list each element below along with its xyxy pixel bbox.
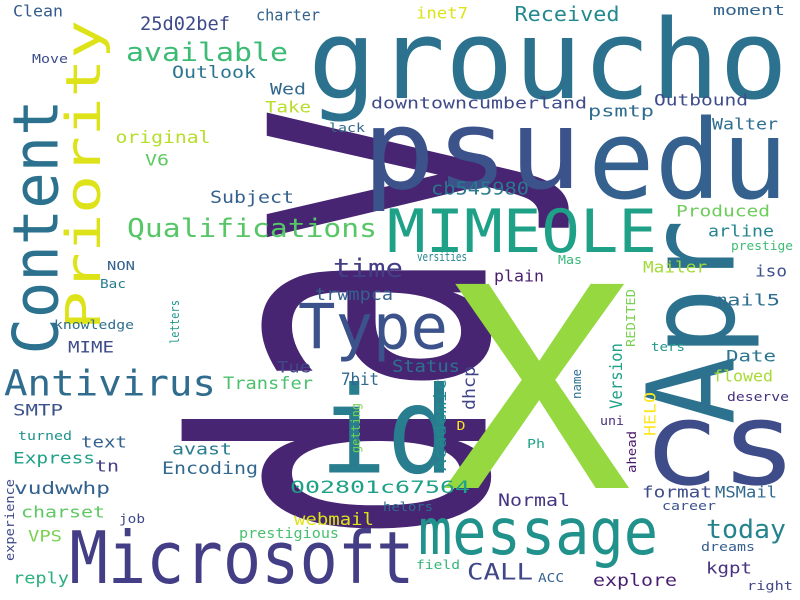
word-smtp: SMTP (13, 401, 63, 420)
word-walter: Walter (712, 115, 778, 134)
word-wed: Wed (270, 80, 306, 99)
word-msmail: MSMail (715, 483, 777, 502)
word-mas: Mas (558, 253, 582, 267)
word-vudwwhp: vudwwhp (14, 479, 110, 499)
word-charset: charset (21, 503, 105, 522)
word-received: Received (515, 2, 620, 26)
word-clean: Clean (13, 2, 63, 21)
word-field: field (416, 558, 460, 572)
word-vps: VPS (28, 527, 62, 546)
word-explore: explore (593, 571, 677, 591)
word-ahead: ahead (625, 431, 639, 473)
word-antivirus: Antivirus (4, 364, 216, 405)
word-call: CALL (467, 561, 533, 586)
word-downtowncumberland: downtowncumberland (371, 94, 587, 113)
word-inet7: inet7 (416, 4, 468, 23)
word-trwmpca: trwmpca (315, 285, 393, 305)
word-uni: uni (600, 414, 624, 428)
word-v6: V6 (145, 151, 169, 170)
word-ph: Ph (527, 437, 545, 451)
word-psmtp: psmtp (588, 102, 654, 121)
word-prestige: prestige (731, 239, 793, 253)
word-redited: REDITED (624, 289, 638, 347)
word-time: time (333, 254, 403, 284)
word-qualifications: Qualifications (127, 214, 377, 244)
word-bac: Bac (100, 277, 126, 291)
word-mailer: Mailer (643, 258, 707, 277)
word-date: Date (726, 347, 776, 366)
word-outlook: Outlook (172, 63, 256, 83)
word-versities: versities (417, 250, 467, 264)
word-status: Status (392, 357, 460, 377)
word-dreams: dreams (701, 540, 755, 554)
word-deserve: deserve (727, 390, 789, 404)
word-transfer: Transfer (223, 374, 313, 394)
word-career: career (662, 499, 716, 513)
word-lack: lack (329, 121, 366, 135)
word-right: right (747, 579, 793, 593)
word-getting: getting (349, 403, 363, 453)
word-25d02bef: 25d02bef (140, 13, 230, 35)
word-encoding: Encoding (162, 459, 258, 479)
word-dhcp: dhcp (460, 366, 480, 410)
word-helo: HELO (641, 392, 660, 436)
word-mime: MIME (68, 338, 114, 357)
word-reply: reply (13, 569, 69, 588)
word-d: D (457, 419, 466, 433)
word-ters: ters (651, 340, 685, 354)
word-normal: Normal (498, 491, 570, 511)
word-name: name (570, 369, 584, 399)
word-cb545980: cb545980 (431, 179, 529, 200)
word-non: NON (107, 259, 135, 273)
word-avast: avast (172, 440, 232, 459)
word-take: Take (265, 98, 311, 117)
word-helors: helors (383, 500, 433, 514)
word-version: Version (607, 343, 627, 409)
word-moment: moment (713, 3, 785, 19)
word-express: Express (13, 449, 95, 468)
word-kgpt: kgpt (706, 559, 752, 578)
word-produced: Produced (676, 202, 770, 221)
word-turned: turned (18, 429, 72, 443)
word-002801c67564: 002801c67564 (290, 478, 470, 498)
word-mail5: mail5 (714, 291, 780, 310)
word-subject: Subject (210, 188, 294, 208)
word-original: original (116, 128, 211, 148)
word-move: Move (32, 52, 68, 66)
word-arline: arline (708, 222, 774, 241)
word-knowledge: knowledge (54, 318, 134, 332)
word-job: job (119, 512, 145, 526)
word-acc: ACC (538, 571, 564, 585)
word-flowed: flowed (713, 367, 773, 386)
word-academic: Academic (431, 379, 451, 471)
word-iso: iso (755, 262, 787, 281)
word-letters: letters (168, 300, 182, 344)
word-charter: charter (256, 6, 320, 25)
word-tn: tn (95, 457, 119, 476)
word-prestigious: prestigious (239, 526, 339, 542)
word-outbound: Outbound (654, 91, 748, 110)
word-7bit: 7bit (341, 370, 379, 390)
word-plain: plain (494, 267, 544, 286)
